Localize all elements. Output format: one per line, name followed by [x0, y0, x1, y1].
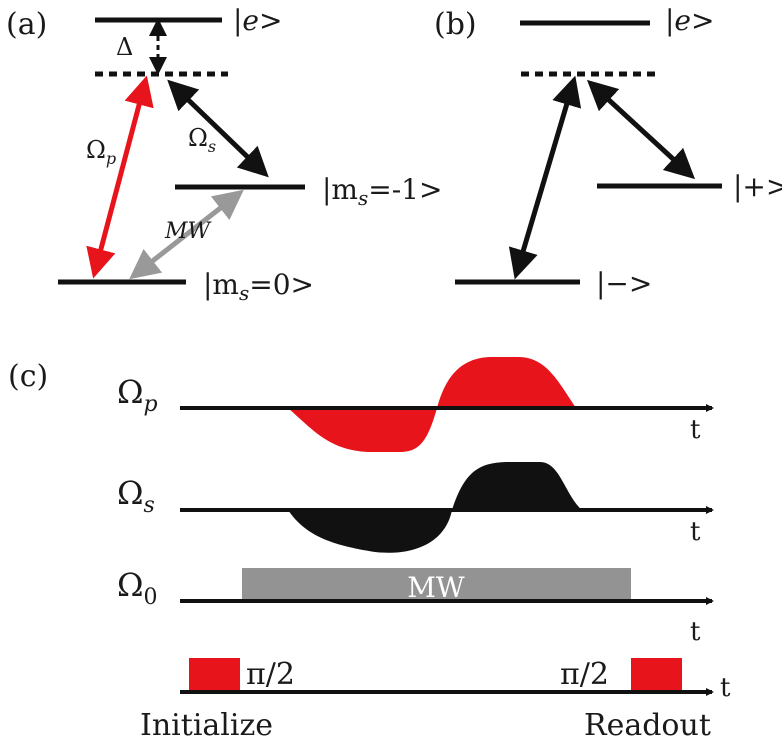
transition-plus-arrow — [586, 79, 696, 180]
panel-c-label: (c) — [8, 359, 48, 394]
time-axis-s-label: t — [690, 517, 701, 547]
level-ms-0-label: |ms=0> — [203, 268, 314, 305]
row-omega-s-label: Ωs — [117, 474, 155, 518]
mw-arrow — [129, 189, 244, 280]
time-axis-pulse-label: t — [720, 673, 731, 703]
pi2-left-label: π/2 — [246, 657, 295, 692]
time-axis-p-label: t — [690, 415, 701, 445]
panel-a: (a) |e> Δ |ms=-1> |ms=0> Ωp Ωs MW — [6, 4, 442, 305]
detuning-label: Δ — [116, 33, 133, 61]
readout-label: Readout — [584, 708, 711, 743]
omega-p-label: Ωp — [86, 136, 116, 168]
time-axis-0-label: t — [690, 617, 701, 647]
stokes-arrow — [167, 79, 269, 178]
panel-b: (b) |e> |+> |−> — [434, 4, 782, 300]
level-minus-label: |−> — [596, 267, 652, 300]
initialize-label: Initialize — [140, 708, 273, 743]
pi2-right-label: π/2 — [560, 657, 609, 692]
panel-a-label: (a) — [6, 7, 47, 42]
stokes-pulse-negative — [288, 510, 452, 553]
level-plus-label: |+> — [733, 170, 782, 203]
transition-minus-arrow — [508, 75, 582, 280]
pump-arrow — [86, 75, 154, 279]
level-e-b-label: |e> — [665, 4, 714, 37]
omega-s-label: Ωs — [188, 124, 216, 156]
mw-pulse-block — [242, 568, 631, 601]
pump-pulse-negative — [288, 408, 437, 452]
level-e-a-label: |e> — [233, 4, 282, 37]
panel-c: (c) Ωp t Ωs t Ω0 MW t π/2 π/2 t Initiali — [8, 357, 731, 743]
row-omega-0-label: Ω0 — [117, 566, 158, 610]
readout-pulse — [631, 658, 682, 691]
mw-pulse-label: MW — [407, 571, 465, 604]
initialize-pulse — [189, 658, 240, 691]
stokes-pulse-positive — [452, 462, 582, 510]
level-ms-minus1-label: |ms=-1> — [322, 173, 442, 210]
row-omega-p-label: Ωp — [117, 373, 158, 417]
panel-b-label: (b) — [434, 7, 477, 42]
mw-label-a: MW — [164, 219, 213, 244]
pump-pulse-positive — [437, 357, 576, 408]
